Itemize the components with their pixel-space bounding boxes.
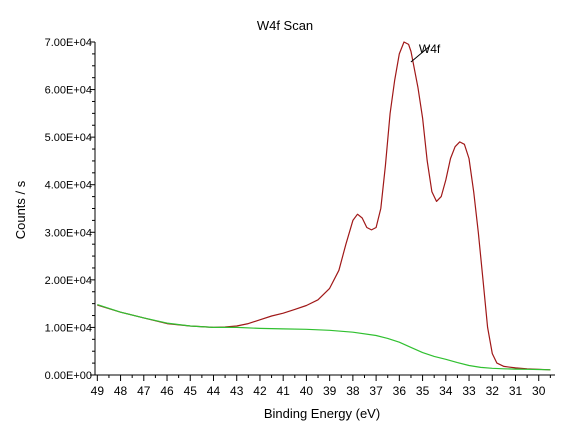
y-tick-label: 6.00E+04 (45, 85, 92, 97)
peak-annotation-label: W4f (419, 42, 441, 56)
y-axis-ticks: 0.00E+00 1.00E+04 2.00E+04 3.00E+04 4.00E+04… (45, 37, 95, 382)
x-tick-label: 47 (137, 384, 151, 398)
x-tick-label: 49 (91, 384, 105, 398)
chart-title: W4f Scan (257, 18, 313, 33)
x-tick-label: 48 (114, 384, 128, 398)
x-tick-label: 40 (300, 384, 314, 398)
x-tick-label: 34 (439, 384, 453, 398)
y-tick-label: 5.00E+04 (45, 132, 92, 144)
y-tick-label: 1.00E+04 (45, 322, 92, 334)
x-tick-label: 33 (462, 384, 476, 398)
x-tick-label: 35 (416, 384, 430, 398)
x-tick-label: 37 (369, 384, 383, 398)
x-tick-label: 30 (532, 384, 546, 398)
x-tick-label: 44 (207, 384, 221, 398)
x-tick-label: 36 (393, 384, 407, 398)
x-tick-label: 32 (486, 384, 500, 398)
x-tick-label: 43 (230, 384, 244, 398)
annotations: W4f (410, 42, 441, 63)
y-tick-label: 7.00E+04 (45, 37, 92, 49)
x-tick-label: 31 (509, 384, 523, 398)
x-tick-label: 45 (184, 384, 198, 398)
y-axis-label: Counts / s (13, 180, 28, 239)
y-tick-label: 3.00E+04 (45, 227, 92, 239)
peak-marker-line (410, 45, 431, 63)
plot-area (97, 41, 551, 371)
y-tick-label: 2.00E+04 (45, 275, 92, 287)
series-line-1 (97, 41, 551, 371)
x-tick-label: 39 (323, 384, 337, 398)
x-axis-label: Binding Energy (eV) (264, 406, 380, 421)
y-tick-label: 0.00E+00 (45, 370, 92, 382)
y-tick-label: 4.00E+04 (45, 180, 92, 192)
series-line-2 (97, 304, 551, 371)
x-tick-label: 46 (160, 384, 174, 398)
x-tick-label: 41 (277, 384, 291, 398)
x-tick-label: 38 (346, 384, 360, 398)
x-tick-label: 42 (253, 384, 267, 398)
x-axis-ticks: 49 48 47 46 45 44 43 42 41 40 39 38 37 36 35 34 33 32 31 30 (91, 375, 551, 398)
